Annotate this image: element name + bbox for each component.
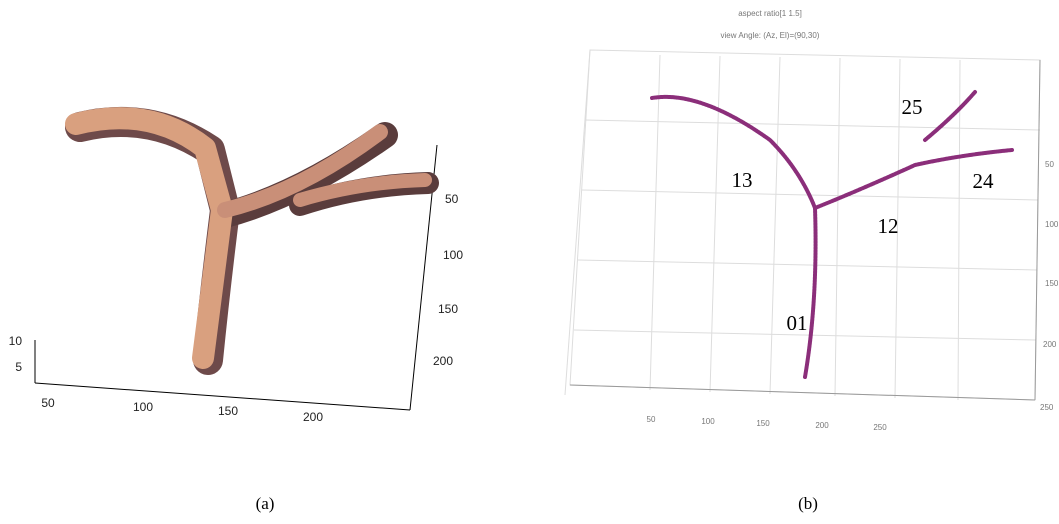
- y-tick-label: 50: [1045, 160, 1054, 169]
- branch-label: 12: [878, 214, 899, 238]
- caption: (a): [256, 494, 275, 513]
- x-tick-label: 200: [303, 410, 323, 424]
- branch-label: 25: [902, 95, 923, 119]
- y-tick-label: 50: [445, 192, 459, 206]
- x-tick-label: 150: [756, 419, 770, 428]
- plot-title-line: aspect ratio[1 1.5]: [738, 9, 802, 18]
- y-tick-label: 100: [1045, 220, 1059, 229]
- plot-title-line: view Angle: (Az, El)=(90,30): [721, 31, 820, 40]
- z-tick-label: 5: [15, 360, 22, 374]
- x-tick-label: 100: [133, 400, 153, 414]
- x-tick-label: 250: [873, 423, 887, 432]
- y-tick-label: 200: [1043, 340, 1057, 349]
- panel-b-axes: [570, 60, 1040, 400]
- x-tick-label: 150: [218, 404, 238, 418]
- x-tick-label: 100: [701, 417, 715, 426]
- z-tick-label: 10: [9, 334, 23, 348]
- y-tick-label: 200: [433, 354, 453, 368]
- branch-label: 01: [787, 311, 808, 335]
- x-tick-label: 50: [647, 415, 656, 424]
- panel-b-grid: [565, 50, 1040, 400]
- vessel-3d: [76, 118, 428, 360]
- branch-label: 13: [732, 168, 753, 192]
- x-tick-label: 200: [815, 421, 829, 430]
- y-tick-label: 250: [1040, 403, 1054, 412]
- caption: (b): [798, 494, 818, 513]
- y-tick-label: 100: [443, 248, 463, 262]
- x-tick-label: 50: [41, 396, 55, 410]
- branch-label: 24: [973, 169, 995, 193]
- y-tick-label: 150: [1045, 279, 1059, 288]
- y-tick-label: 150: [438, 302, 458, 316]
- figure: 50 100 150 200 50 100 150 200 10 5 (a) aspect ratio…: [0, 0, 1059, 524]
